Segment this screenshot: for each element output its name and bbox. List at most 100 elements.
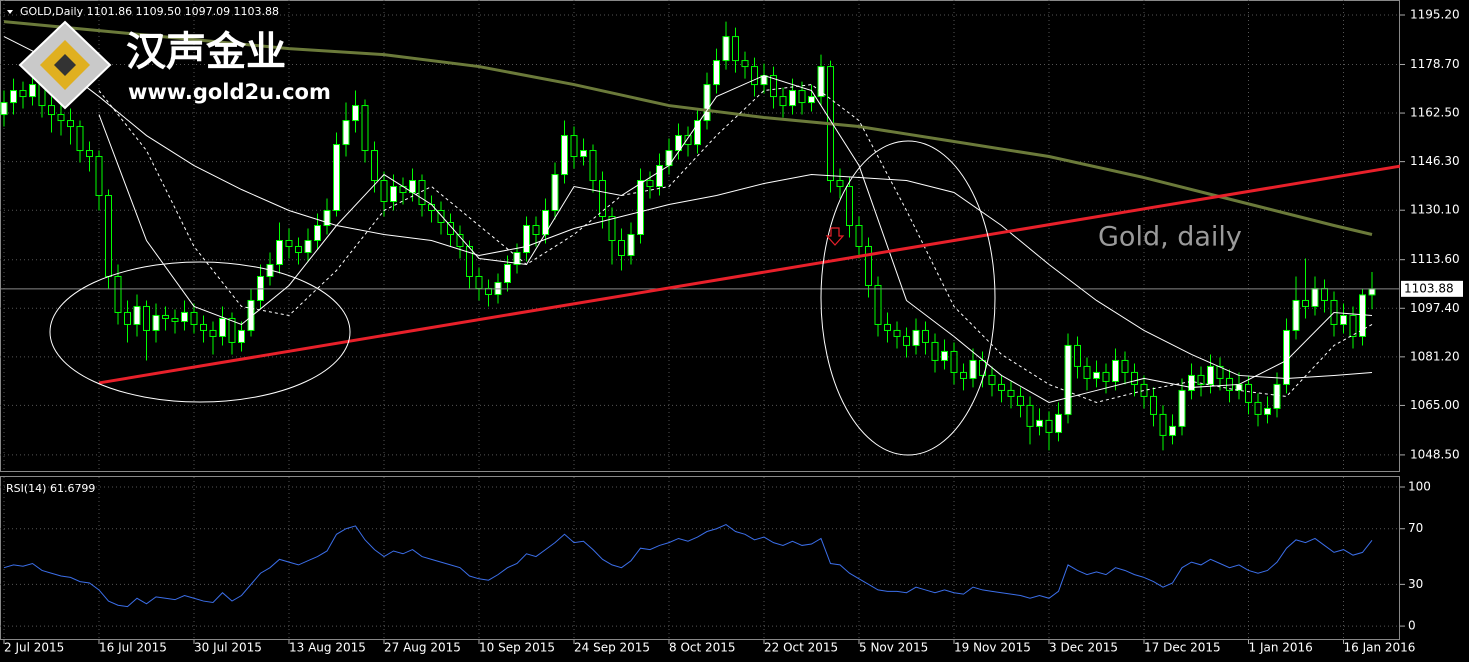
logo-name: 汉声金业 (126, 29, 286, 75)
candle-body (0, 102, 8, 116)
candle-body (1283, 329, 1290, 385)
candle-body (741, 60, 749, 68)
rsi-line (3, 523, 1373, 608)
candle-body (1083, 365, 1091, 379)
candle-body (1140, 383, 1148, 397)
candle-body (314, 225, 321, 241)
candle-body (10, 90, 17, 104)
last-price-label: 1103.88 (1404, 281, 1454, 295)
y-tick-label: 1113.60 (1410, 252, 1460, 266)
logo (18, 20, 112, 110)
candle-body (295, 245, 302, 253)
candle-body (922, 329, 929, 343)
x-tick-label: 30 Jul 2015 (194, 641, 262, 655)
y-tick-label: 1081.20 (1410, 349, 1460, 363)
candle-body (228, 317, 236, 343)
candle-body (703, 84, 711, 122)
candle-body (542, 210, 549, 236)
candle-body (722, 36, 730, 62)
candle-body (209, 329, 217, 337)
candle-body (238, 329, 245, 343)
rsi-tick-label: 0 (1408, 619, 1416, 633)
candle-body (646, 180, 654, 188)
x-tick-label: 3 Dec 2015 (1049, 641, 1118, 655)
candle-body (1102, 371, 1110, 382)
candle-body (1007, 389, 1015, 397)
candle-body (304, 239, 312, 253)
candle-body (437, 210, 445, 224)
candle-body (380, 180, 388, 203)
candle-body (1131, 371, 1138, 385)
rsi-panel (0, 476, 1400, 640)
y-tick-label: 1195.20 (1410, 7, 1460, 21)
candle-body (779, 96, 787, 107)
candle-body (1150, 395, 1157, 415)
candle-body (589, 150, 597, 182)
candle-body (143, 305, 150, 331)
candle-body (1245, 383, 1252, 403)
candle-body (19, 90, 27, 98)
candle-body (162, 314, 169, 319)
candle-body (390, 186, 397, 203)
candle-body (836, 180, 844, 188)
candle-body (1093, 371, 1100, 379)
candle-body (513, 251, 521, 265)
chart-title: GOLD,Daily 1101.86 1109.50 1097.09 1103.… (20, 5, 279, 18)
candle-body (447, 222, 454, 236)
candle-body (960, 371, 967, 379)
y-tick-label: 1130.10 (1410, 203, 1460, 217)
candle-body (874, 284, 882, 325)
candle-body (770, 75, 777, 98)
candle-body (694, 120, 701, 146)
candle-body (732, 36, 739, 62)
candle-body (893, 329, 901, 337)
candle-body (105, 195, 112, 277)
moving-average (3, 20, 1373, 236)
candle-body (1321, 287, 1328, 301)
y-tick-label: 1162.50 (1410, 106, 1460, 120)
candle-body (523, 225, 530, 253)
x-tick-label: 5 Nov 2015 (859, 641, 928, 655)
candle-body (950, 350, 958, 373)
candle-body (1074, 344, 1081, 367)
candle-body (561, 135, 568, 176)
candle-body (1311, 287, 1319, 307)
candle-body (941, 350, 948, 361)
candle-body (846, 186, 853, 227)
candle-body (181, 311, 188, 322)
candle-body (285, 239, 293, 247)
moving-average (98, 75, 1373, 403)
candle-body (124, 311, 131, 325)
candle-body (627, 234, 635, 256)
candle-body (798, 90, 806, 104)
x-tick-label: 2 Jul 2015 (4, 641, 64, 655)
candle-body (114, 275, 122, 313)
candle-body (1302, 299, 1309, 307)
candle-body (912, 329, 920, 346)
price-panel (0, 0, 1400, 472)
candle-body (1026, 404, 1034, 427)
candle-body (323, 210, 331, 227)
x-tick-label: 1 Jan 2016 (1249, 641, 1313, 655)
candle-body (855, 225, 863, 247)
candle-body (969, 359, 977, 379)
candle-body (1055, 413, 1062, 433)
x-tick-label: 17 Dec 2015 (1144, 641, 1221, 655)
candle-body (247, 299, 255, 331)
candle-body (190, 311, 198, 325)
candle-body (656, 165, 663, 188)
x-tick-label: 19 Nov 2015 (954, 641, 1031, 655)
candle-body (1188, 374, 1195, 391)
candle-body (504, 263, 511, 283)
x-tick-label: 22 Oct 2015 (764, 641, 838, 655)
x-tick-label: 10 Sep 2015 (479, 641, 555, 655)
highlight-ellipse (49, 261, 351, 403)
candle-body (485, 287, 492, 295)
y-tick-label: 1048.50 (1410, 447, 1460, 461)
candle-body (1368, 288, 1376, 296)
candle-body (1036, 419, 1043, 427)
y-tick-label: 1146.30 (1410, 154, 1460, 168)
trend-line (98, 164, 1400, 385)
candle-body (342, 120, 350, 146)
x-tick-label: 8 Oct 2015 (669, 641, 736, 655)
